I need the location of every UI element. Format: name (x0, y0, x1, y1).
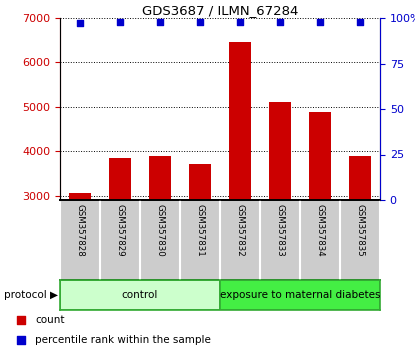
Point (77, 21, 83, 26)
Text: GSM357829: GSM357829 (115, 204, 124, 257)
Point (237, 19, 243, 24)
Point (17, 317, 24, 323)
Bar (149, 156, 171, 200)
Text: GSM357830: GSM357830 (156, 204, 164, 257)
Text: GSM357832: GSM357832 (235, 204, 244, 257)
Point (356, 19, 363, 24)
Bar (229, 42, 251, 200)
Bar (269, 102, 291, 200)
Text: percentile rank within the sample: percentile rank within the sample (35, 335, 211, 346)
Bar (189, 164, 211, 200)
Bar (349, 156, 371, 200)
Title: GDS3687 / ILMN_67284: GDS3687 / ILMN_67284 (142, 4, 298, 17)
Text: GSM357834: GSM357834 (315, 204, 325, 257)
Text: GSM357828: GSM357828 (76, 204, 85, 257)
Bar (309, 112, 331, 200)
Text: protocol ▶: protocol ▶ (4, 290, 58, 300)
Text: GSM357835: GSM357835 (356, 204, 364, 257)
Bar (109, 158, 131, 200)
Text: control: control (122, 290, 158, 300)
Point (277, 19, 283, 24)
Point (17, 337, 24, 343)
Bar (60, 280, 220, 310)
Point (117, 19, 123, 24)
Text: exposure to maternal diabetes: exposure to maternal diabetes (220, 290, 380, 300)
Point (157, 19, 164, 24)
Point (197, 19, 203, 24)
Text: GSM357831: GSM357831 (195, 204, 205, 257)
Text: GSM357833: GSM357833 (276, 204, 285, 257)
Bar (220, 280, 380, 310)
Point (317, 19, 323, 24)
Bar (69, 193, 91, 200)
Text: count: count (35, 315, 64, 325)
